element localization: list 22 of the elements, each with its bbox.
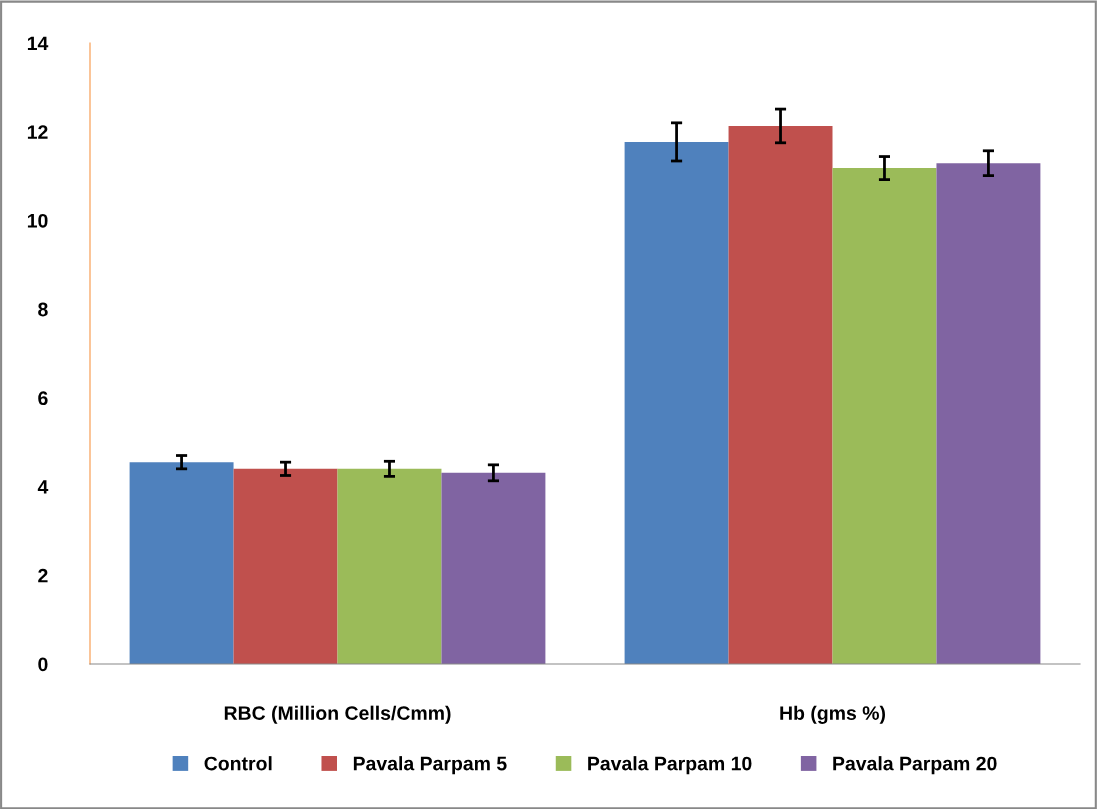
legend-label: Pavala Parpam 10 (588, 756, 752, 775)
bar (832, 168, 937, 664)
y-tick-label: 12 (27, 125, 48, 139)
bar (233, 468, 338, 664)
x-tick-label: RBC (Million Cells/Cmm) (224, 705, 451, 724)
y-tick-label: 4 (37, 480, 49, 494)
y-tick-label: 6 (38, 391, 48, 406)
y-tick-label: 10 (27, 213, 48, 228)
y-tick-label: 8 (38, 302, 48, 317)
legend-label: Pavala Parpam 5 (353, 756, 507, 775)
legend-label: Control (204, 756, 272, 771)
legend-label: Pavala Parpam 20 (833, 756, 997, 775)
bar (936, 163, 1041, 664)
bar (337, 468, 442, 664)
bar (129, 462, 234, 664)
bar (441, 472, 546, 664)
bar (728, 125, 833, 664)
x-tick-label: Hb (gms %) (780, 705, 886, 724)
y-tick-label: 2 (38, 568, 48, 583)
y-tick-label: 0 (38, 657, 48, 672)
y-tick-label: 14 (27, 36, 49, 51)
bar (624, 141, 729, 664)
